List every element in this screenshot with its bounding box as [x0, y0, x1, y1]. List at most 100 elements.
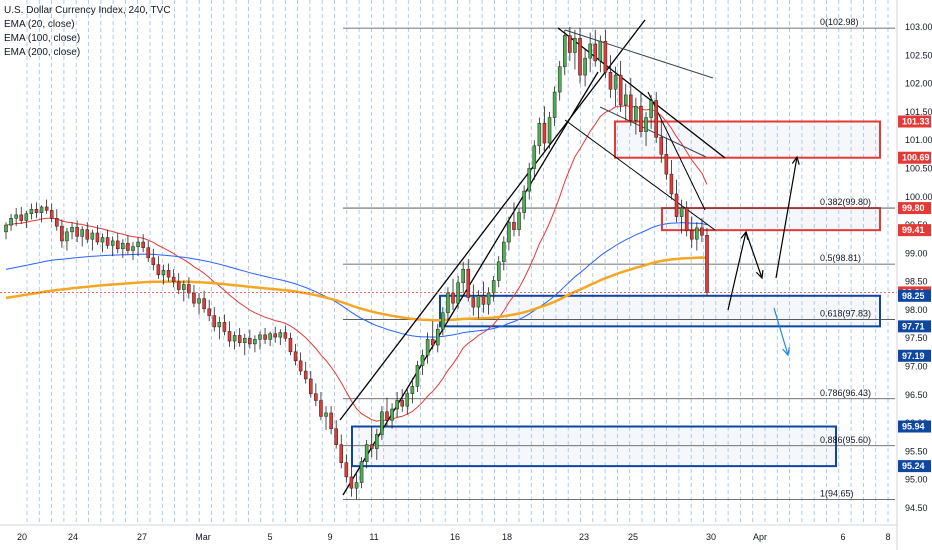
time-tick-label: Apr [753, 532, 767, 542]
legend-symbol: U.S. Dollar Currency Index, 240, TVC [4, 5, 171, 16]
candle-body [700, 227, 704, 236]
time-tick-label: 16 [450, 532, 460, 542]
candle-body [232, 335, 237, 342]
falling-channel-mid [599, 106, 707, 158]
fib-level-label: 0.5(98.81) [820, 253, 861, 263]
price-tag-label: 99.41 [902, 225, 925, 235]
candle-body [679, 207, 684, 217]
candle-body [349, 476, 354, 489]
candle-body [542, 122, 547, 144]
candle-body [547, 117, 552, 144]
projection-arrow-blue-head [782, 347, 790, 357]
candle-body [268, 333, 272, 340]
time-tick-label: 11 [369, 532, 378, 542]
price-tag-box [898, 289, 931, 302]
candle-body [339, 444, 344, 463]
candle-body [481, 295, 486, 305]
candle-body [126, 242, 130, 251]
price-tick-label: 101.50 [905, 107, 932, 117]
price-tag-box [898, 224, 931, 237]
candle-body [344, 462, 349, 478]
candle-body [522, 190, 526, 213]
candle-body [354, 482, 359, 489]
candle-body [420, 354, 425, 366]
candle-body [654, 100, 658, 138]
candle-body [441, 312, 445, 330]
candle-body [380, 411, 384, 435]
falling-trendline-upper [557, 27, 726, 159]
price-axis[interactable]: 103.00102.50102.00101.50101.00100.50100.… [896, 0, 932, 550]
price-tag-box [898, 115, 931, 128]
candle-body [562, 35, 567, 67]
candle-body [568, 35, 572, 53]
candle-body [192, 292, 196, 304]
candle-body [608, 72, 613, 90]
candle-body [684, 207, 689, 231]
price-tag-label: 95.94 [902, 422, 925, 432]
price-tag-box [898, 420, 931, 433]
time-tick-label: 25 [628, 532, 638, 542]
candle-body [319, 400, 323, 417]
candle-body [207, 308, 211, 316]
price-tick-label: 95.50 [905, 446, 928, 456]
falling-channel-top [564, 29, 714, 79]
candle-body [512, 221, 516, 230]
price-tick-label: 98.50 [905, 277, 928, 287]
price-tick-label: 99.00 [905, 248, 928, 258]
candle-body [151, 257, 156, 265]
time-tick-label: 9 [327, 532, 332, 542]
legend-ema100: EMA (100, close) [4, 33, 81, 44]
candle-body [115, 240, 120, 250]
price-tag-box [898, 151, 931, 164]
price-tags: 101.33100.6999.8099.4198.3198.2597.7197.… [898, 115, 931, 473]
price-tag-box [898, 349, 931, 362]
trend-drawings [339, 19, 800, 496]
projection-arrow-up-2-head [791, 155, 800, 165]
time-tick-label: 20 [17, 532, 27, 542]
candle-body [527, 168, 531, 192]
ema-lines [5, 104, 708, 422]
price-tick-label: 95.00 [905, 475, 928, 485]
candle-body [242, 337, 247, 344]
support-resistance-zones [351, 120, 881, 468]
time-axis[interactable]: 20 24 27 Mar 5 9 11 16 18 23 25 30 Apr 6 8 [0, 524, 897, 542]
price-tick-label: 101.00 [905, 135, 932, 145]
time-tick-label: 27 [137, 532, 147, 542]
legend-ema200: EMA (200, close) [4, 47, 81, 58]
candle-body [578, 38, 582, 76]
candle-body [314, 393, 318, 401]
candle-body [364, 444, 369, 462]
candle-body [456, 282, 460, 304]
zone-box [351, 425, 837, 468]
candle-body [121, 242, 125, 250]
candle-body [29, 208, 34, 214]
price-tag-label: 99.80 [902, 203, 925, 213]
candle-body [34, 208, 39, 213]
candle-body [324, 412, 328, 417]
fib-level-label: 0.786(96.43) [820, 388, 871, 398]
candle-body [253, 339, 257, 345]
candle-body [176, 281, 181, 290]
candle-body [95, 232, 100, 243]
candle-body [532, 145, 537, 169]
candle-body [258, 334, 262, 340]
price-tag-label: 97.71 [902, 321, 925, 331]
projection-arrow-up-2 [775, 156, 798, 279]
candle-body [222, 322, 227, 332]
candle-body [659, 137, 664, 155]
candle-body [649, 100, 653, 118]
price-tick-label: 100.50 [905, 163, 932, 173]
price-tick-label: 96.50 [905, 390, 928, 400]
time-tick-label: 5 [267, 532, 272, 542]
price-tick-label: 97.00 [905, 362, 928, 372]
time-tick-label: 23 [579, 532, 589, 542]
rising-channel-lower [342, 71, 599, 496]
candle-body [476, 295, 481, 308]
candle-body [629, 94, 633, 121]
candle-body [182, 284, 186, 290]
candle-body [227, 331, 232, 342]
candle-body [359, 461, 364, 483]
candle-body [80, 229, 84, 237]
candle-body [70, 227, 74, 233]
